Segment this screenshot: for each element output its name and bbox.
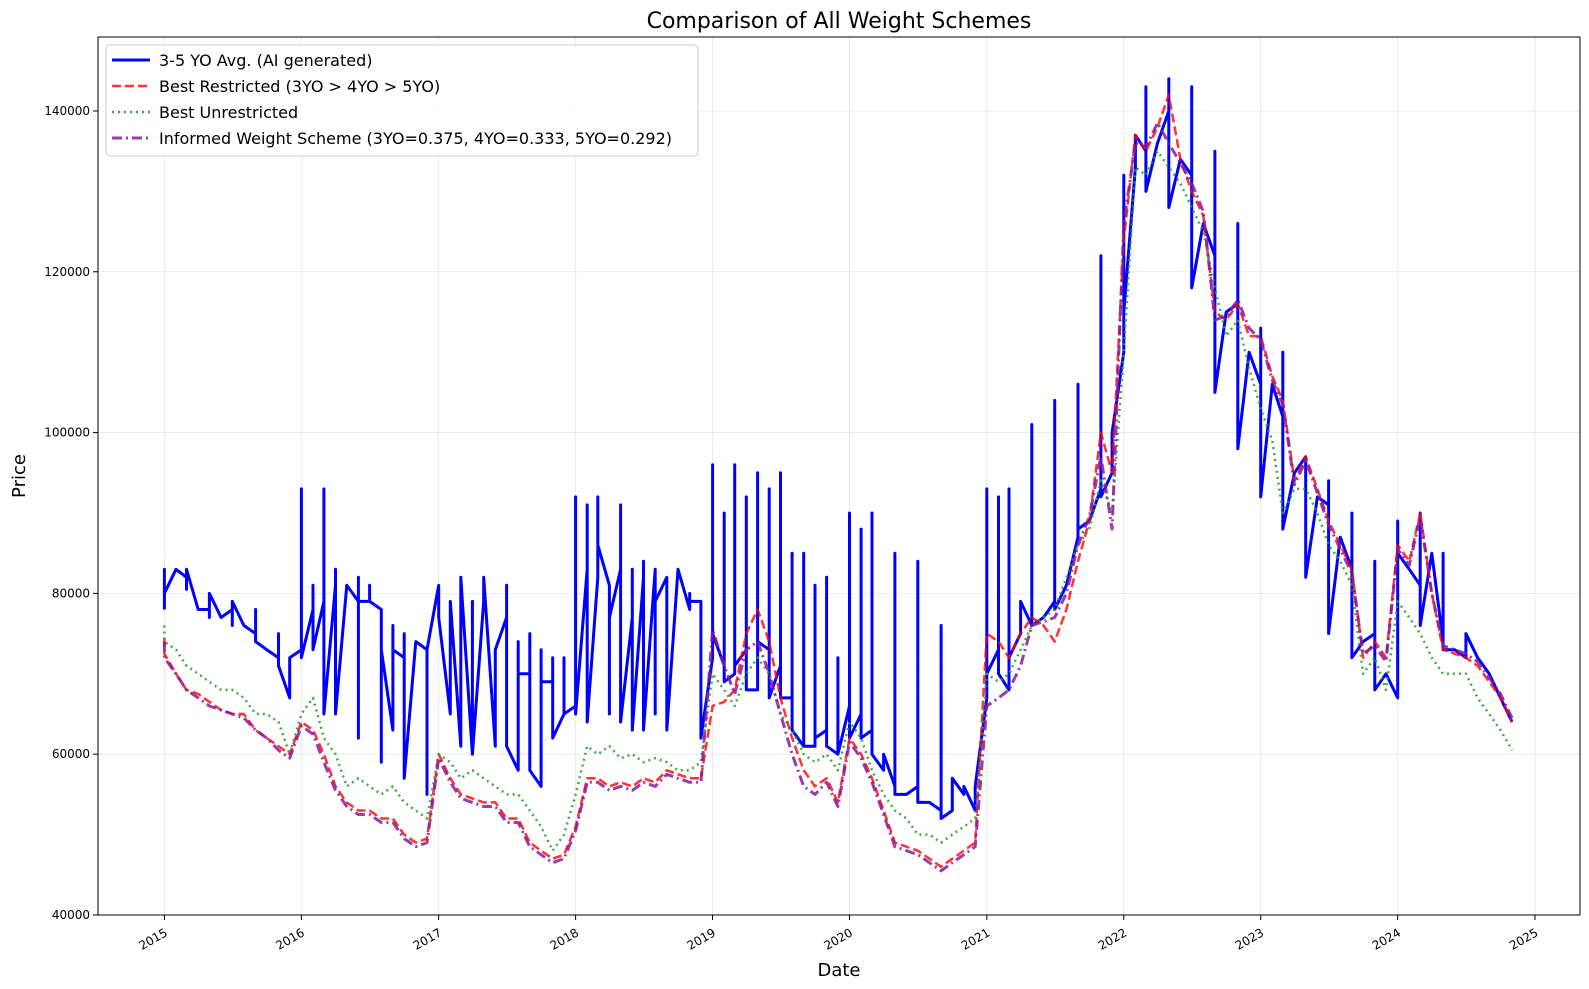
y-tick-label: 40000: [52, 908, 90, 922]
x-tick-label: 2020: [822, 925, 855, 952]
series-lines: [162, 77, 1514, 873]
plot-frame: [97, 36, 1581, 916]
y-tick-label: 80000: [52, 586, 90, 600]
x-axis-label: Date: [817, 960, 860, 981]
series-line-1: [162, 77, 1514, 820]
legend-label-2: Best Restricted (3YO > 4YO > 5YO): [159, 77, 440, 96]
series-line-2: [163, 93, 1514, 869]
legend-box: [105, 44, 699, 157]
x-tick-label: 2015: [136, 925, 169, 952]
series-line-4: [162, 121, 1514, 873]
y-axis: 40000 60000 80000 100000 120000 140000: [44, 104, 98, 922]
x-axis: 2015 2016 2017 2018 2019 2020 2021 2022 2023 2024…: [136, 915, 1540, 953]
legend-label-4: Informed Weight Scheme (3YO=0.375, 4YO=0…: [159, 129, 672, 148]
y-axis-label: Price: [9, 454, 30, 498]
grid-lines: [98, 37, 1580, 916]
x-tick-label: 2022: [1096, 925, 1129, 952]
legend-label-1: 3-5 YO Avg. (AI generated): [159, 51, 372, 70]
x-tick-label: 2016: [273, 925, 306, 952]
y-tick-label: 120000: [44, 265, 90, 279]
y-tick-label: 100000: [44, 426, 90, 440]
x-tick-label: 2021: [959, 925, 992, 952]
x-tick-label: 2024: [1370, 925, 1403, 952]
x-tick-label: 2019: [685, 925, 718, 952]
chart-title: Comparison of All Weight Schemes: [647, 9, 1032, 34]
x-tick-label: 2025: [1507, 925, 1540, 952]
y-tick-label: 60000: [52, 747, 90, 761]
legend: 3-5 YO Avg. (AI generated) Best Restricte…: [105, 44, 699, 157]
x-tick-label: 2023: [1233, 925, 1266, 952]
y-tick-label: 140000: [44, 104, 90, 118]
x-tick-label: 2017: [411, 925, 444, 952]
legend-label-3: Best Unrestricted: [159, 103, 298, 122]
x-tick-label: 2018: [548, 925, 581, 952]
